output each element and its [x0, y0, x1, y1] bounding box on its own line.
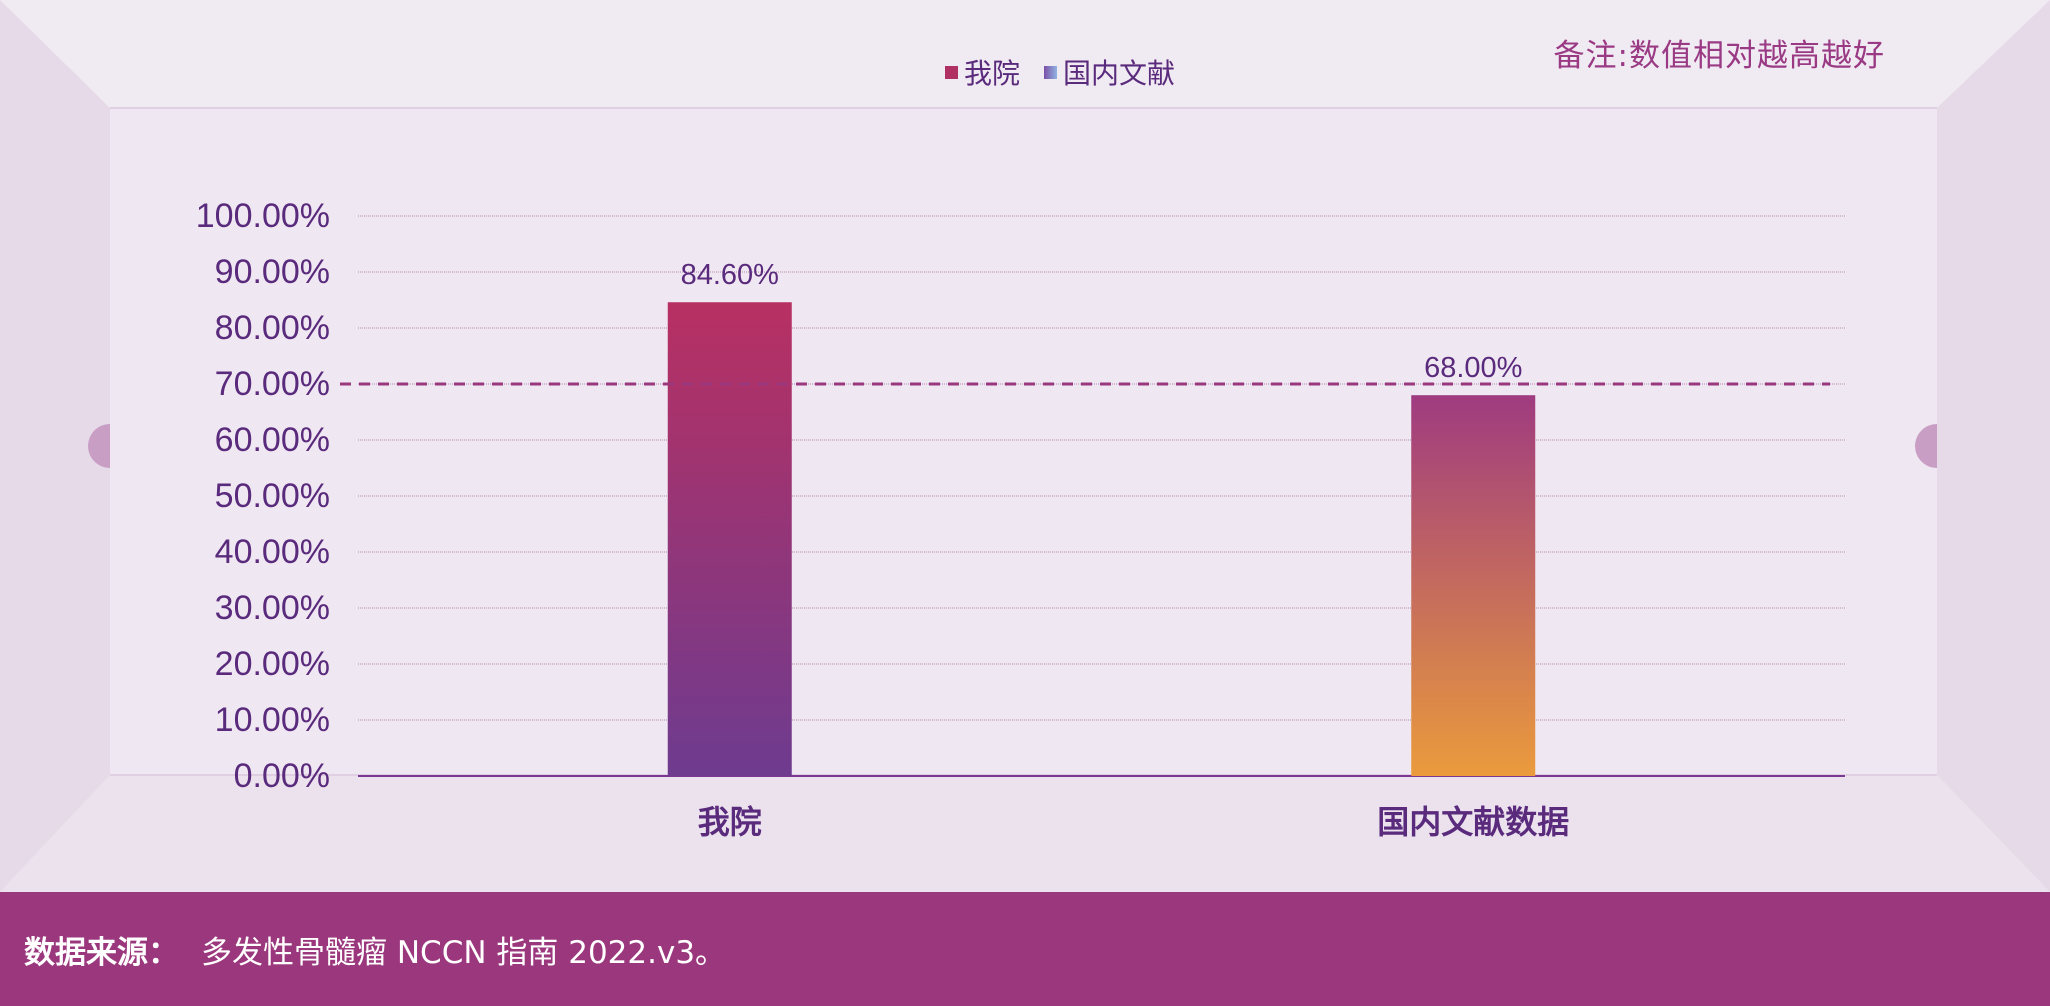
left-notch	[88, 424, 110, 468]
legend-item-hospital: 我院	[945, 52, 1020, 92]
legend-swatch	[945, 65, 958, 79]
y-tick-label: 70.00%	[215, 365, 330, 403]
note-text: 备注:数值相对越高越好	[1553, 38, 1885, 74]
y-tick-label: 100.00%	[196, 197, 330, 235]
x-tick-label: 我院	[698, 803, 762, 841]
y-tick-label: 60.00%	[215, 421, 330, 459]
frame-right-panel	[1937, 0, 2050, 892]
bar	[1411, 395, 1536, 776]
y-tick-label: 80.00%	[215, 309, 330, 347]
chart-frame: 0.00% 10.00% 20.00% 30.00% 40.00% 50.00% 60.00…	[0, 0, 2050, 892]
frame-top-panel	[0, 0, 2050, 108]
y-tick-label: 30.00%	[215, 589, 330, 627]
bar	[667, 302, 792, 776]
source-text: 多发性骨髓瘤 NCCN 指南 2022.v3。	[201, 934, 727, 971]
source-label: 数据来源：	[24, 934, 179, 971]
y-tick-label: 90.00%	[215, 253, 330, 291]
data-label: 84.60%	[681, 259, 779, 291]
data-label: 68.00%	[1424, 352, 1522, 384]
legend-item-literature: 国内文献	[1044, 52, 1175, 92]
y-tick-label: 0.00%	[234, 757, 330, 795]
frame-bottom-panel	[0, 775, 2050, 892]
y-tick-label: 20.00%	[215, 645, 330, 683]
source-footer: 数据来源： 多发性骨髓瘤 NCCN 指南 2022.v3。	[0, 892, 2050, 1006]
frame-back-panel	[110, 108, 1937, 775]
y-tick-label: 50.00%	[215, 477, 330, 515]
x-tick-label: 国内文献数据	[1377, 803, 1569, 841]
frame-left-panel	[0, 0, 110, 892]
legend: 我院 国内文献	[945, 52, 1175, 92]
right-notch	[1915, 424, 1937, 468]
legend-swatch	[1044, 65, 1058, 79]
bar-chart: 0.00% 10.00% 20.00% 30.00% 40.00% 50.00% 60.00…	[0, 0, 2050, 892]
legend-label: 我院	[964, 57, 1021, 90]
y-tick-label: 40.00%	[215, 533, 330, 571]
y-tick-label: 10.00%	[215, 701, 330, 739]
legend-label: 国内文献	[1063, 57, 1176, 90]
